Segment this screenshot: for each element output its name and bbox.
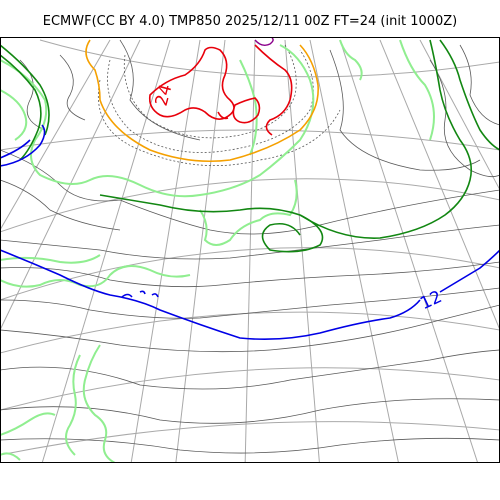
isotherms-blue bbox=[1, 124, 499, 341]
isotherms-lightgreen bbox=[1, 39, 435, 463]
isotherms-dotted bbox=[98, 44, 341, 166]
map-title: ECMWF(CC BY 4.0) TMP850 2025/12/11 00Z F… bbox=[42, 14, 458, 29]
isotherm-purple bbox=[254, 38, 274, 47]
meridian-lines bbox=[1, 39, 499, 463]
contour-label-24: 24 bbox=[152, 82, 177, 108]
isotherms-thin bbox=[1, 39, 499, 454]
isotherms-green bbox=[1, 39, 499, 253]
isotherm-orange bbox=[85, 39, 319, 163]
isotherms-red bbox=[148, 44, 293, 136]
